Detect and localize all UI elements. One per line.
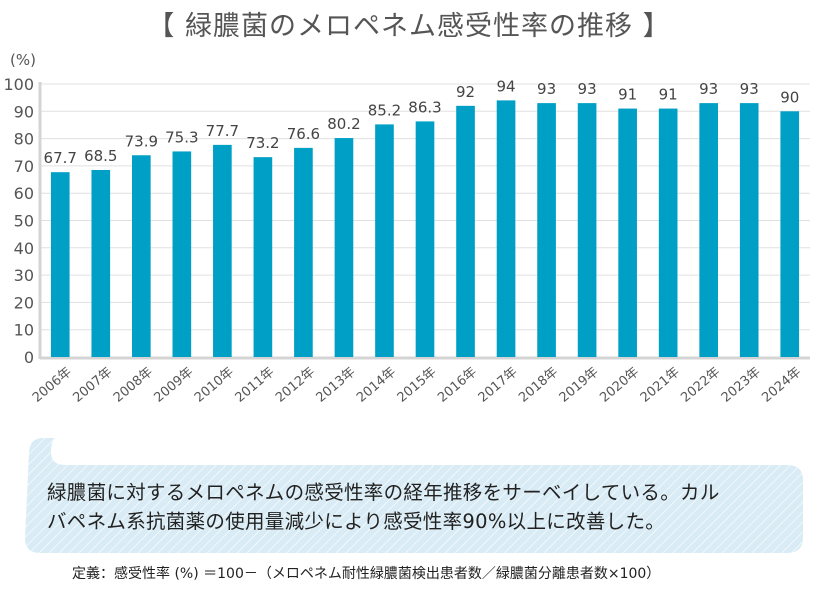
y-tick-label: 20 [14,293,34,312]
y-axis-label: (%) [10,51,36,69]
x-tick-label: 2008年 [111,365,156,406]
x-tick-label: 2007年 [70,365,115,406]
x-tick-label: 2006年 [30,365,75,406]
y-tick-label: 70 [14,157,34,176]
bar-chart: 0 10 20 30 40 50 60 70 80 90 100 67.7 68.5 73.9 75.3 7… [3,51,810,406]
bar [658,108,678,357]
bar [334,138,354,357]
x-axis-ticks: 2006年2007年2008年2009年2010年2011年2012年2013年… [30,365,804,406]
data-label: 68.5 [84,147,117,165]
callout-background [25,438,803,553]
data-label: 91 [618,86,637,104]
bar [172,151,192,357]
bars [50,100,800,358]
bar [496,100,516,357]
x-tick-label: 2020年 [597,365,642,406]
bar [294,147,313,357]
bar [577,103,597,357]
data-label: 67.7 [44,149,77,167]
data-label: 80.2 [327,115,360,133]
bar [739,103,759,357]
x-tick-label: 2015年 [395,365,440,406]
y-tick-label: 90 [14,102,34,121]
chart-title: 【 緑膿菌のメロペネム感受性率の推移 】 [147,11,671,42]
y-tick-label: 100 [3,75,34,94]
bar [375,124,394,358]
x-tick-label: 2012年 [273,365,318,406]
x-tick-label: 2013年 [314,365,359,406]
data-label: 77.7 [206,122,239,140]
x-tick-label: 2018年 [516,365,561,406]
x-tick-label: 2011年 [233,365,278,406]
y-tick-label: 80 [14,130,34,149]
bar [699,103,719,357]
bar [91,169,111,357]
data-label: 91 [659,86,678,104]
summary-callout: 緑膿菌に対するメロペネムの感受性率の経年推移をサーベイしている。カル バペネム系… [25,438,803,553]
data-label: 76.6 [287,125,320,143]
data-label: 86.3 [408,98,441,116]
bar [131,155,151,357]
data-label: 73.2 [246,134,279,152]
bar [618,108,637,357]
x-tick-label: 2014年 [354,365,399,406]
bar [50,172,70,357]
bar [213,144,232,357]
definition-note: 定義：感受性率 (%) ＝100－（メロペネム耐性緑膿菌検出患者数／緑膿菌分離患… [72,566,661,582]
x-tick-label: 2017年 [476,365,521,406]
data-label: 85.2 [368,101,401,119]
x-tick-label: 2023年 [719,365,764,406]
bar [253,157,273,357]
x-tick-label: 2021年 [638,365,683,406]
y-tick-label: 0 [24,348,34,367]
data-label: 92 [456,83,475,101]
x-tick-label: 2019年 [557,365,602,406]
y-axis-ticks: 0 10 20 30 40 50 60 70 80 90 100 [3,75,34,367]
x-tick-label: 2024年 [759,365,804,406]
callout-line-2: バペネム系抗菌薬の使用量減少により感受性率90%以上に改善した。 [47,510,666,533]
y-tick-label: 50 [14,212,34,231]
data-label: 93 [699,80,718,98]
data-label: 75.3 [165,128,198,146]
y-tick-label: 40 [14,239,34,258]
y-tick-label: 60 [14,184,34,203]
y-tick-label: 10 [14,321,34,340]
data-label: 73.9 [125,132,158,150]
bar [537,103,556,357]
bar [415,121,435,357]
x-tick-label: 2009年 [151,365,196,406]
data-labels: 67.7 68.5 73.9 75.3 77.7 73.2 76.6 80.2 85.2 86.3… [44,77,800,167]
bar [780,111,800,357]
data-label: 90 [780,88,799,106]
x-tick-label: 2010年 [192,365,237,406]
x-tick-label: 2016年 [435,365,480,406]
callout-line-1: 緑膿菌に対するメロペネムの感受性率の経年推移をサーベイしている。カル [47,481,720,504]
y-tick-label: 30 [14,266,34,285]
data-label: 93 [578,80,597,98]
data-label: 94 [497,77,516,95]
data-label: 93 [740,80,759,98]
bar [456,105,475,357]
data-label: 93 [537,80,556,98]
x-tick-label: 2022年 [678,365,723,406]
